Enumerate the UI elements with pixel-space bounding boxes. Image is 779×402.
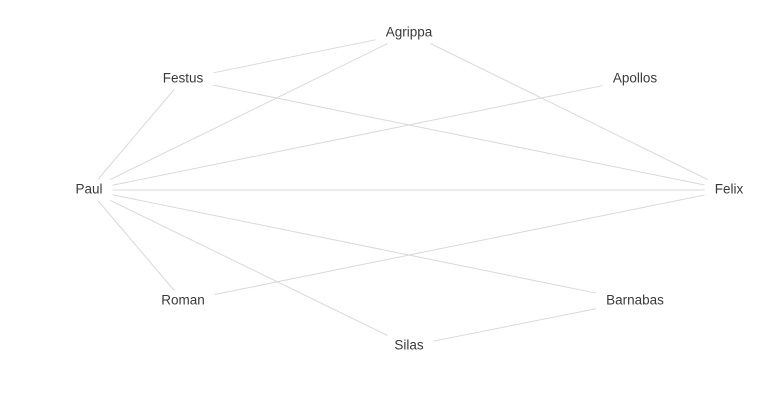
edge-layer — [97, 39, 708, 342]
node-barnabas[interactable]: Barnabas — [606, 293, 664, 308]
node-paul[interactable]: Paul — [75, 182, 102, 197]
edge-paul-apollos — [112, 85, 603, 186]
node-felix[interactable]: Felix — [715, 182, 744, 197]
edge-silas-barnabas — [433, 308, 597, 342]
edge-paul-festus — [97, 89, 175, 180]
node-agrippa[interactable]: Agrippa — [386, 25, 433, 40]
edge-paul-roman — [97, 200, 175, 291]
edge-paul-silas — [110, 200, 388, 336]
edge-agrippa-felix — [430, 43, 708, 180]
node-apollos[interactable]: Apollos — [613, 71, 658, 86]
edge-festus-agrippa — [213, 39, 376, 74]
node-festus[interactable]: Festus — [163, 71, 204, 86]
edge-roman-felix — [214, 194, 705, 296]
edge-paul-barnabas — [112, 194, 597, 294]
node-roman[interactable]: Roman — [161, 293, 205, 308]
edge-festus-felix — [213, 84, 705, 186]
edge-paul-agrippa — [110, 43, 388, 180]
node-label-layer: Agrippa Festus Apollos Paul Felix Roman … — [75, 25, 743, 353]
node-silas[interactable]: Silas — [394, 338, 424, 353]
